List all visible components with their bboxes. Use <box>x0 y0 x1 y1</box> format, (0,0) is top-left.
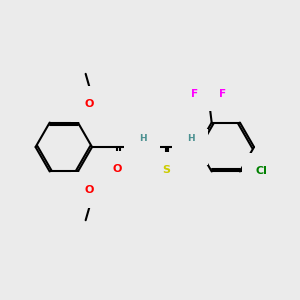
Text: F: F <box>219 89 226 99</box>
Text: H: H <box>139 134 146 143</box>
Text: S: S <box>162 165 170 175</box>
Text: H: H <box>188 134 195 143</box>
Text: O: O <box>85 185 94 195</box>
Text: N: N <box>137 142 146 152</box>
Text: O: O <box>112 164 122 174</box>
Text: F: F <box>205 78 212 88</box>
Text: F: F <box>191 89 198 99</box>
Text: Cl: Cl <box>255 167 267 176</box>
Text: O: O <box>85 99 94 109</box>
Text: N: N <box>186 142 195 152</box>
